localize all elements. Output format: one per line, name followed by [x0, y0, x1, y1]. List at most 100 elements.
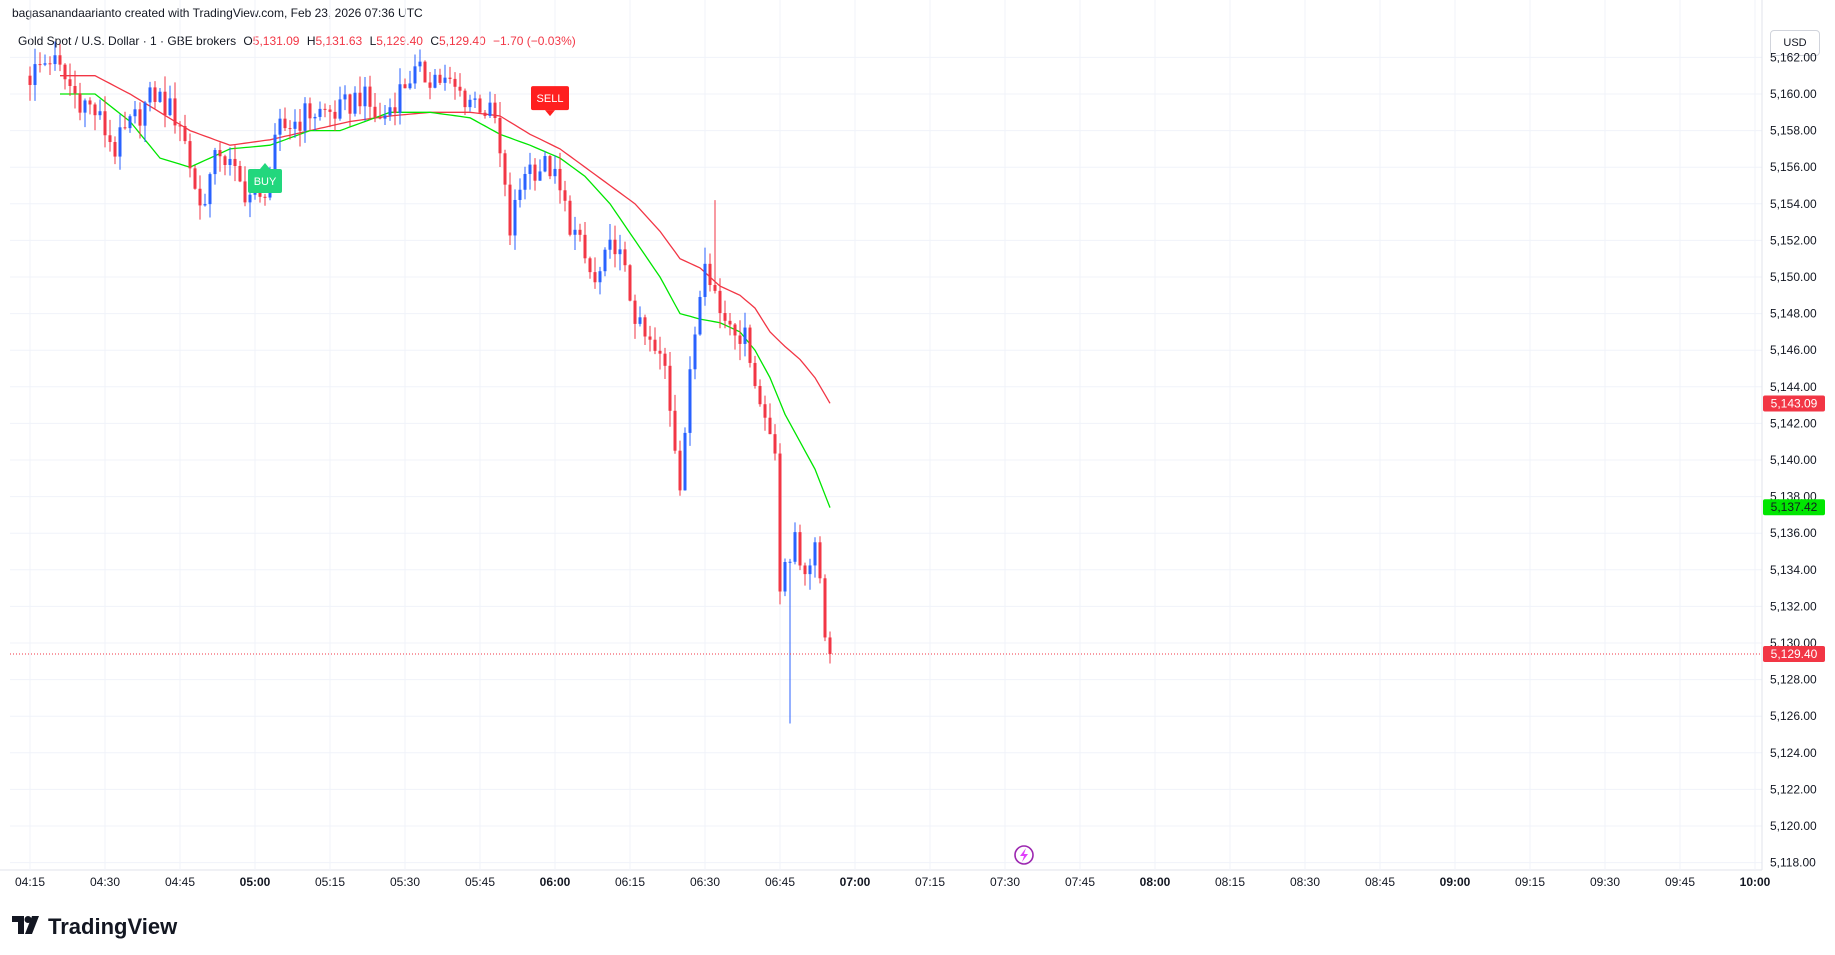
- price-tick-label: 5,122.00: [1770, 782, 1817, 796]
- candle-body: [243, 181, 247, 203]
- candle-body: [623, 249, 627, 266]
- price-tick-label: 5,120.00: [1770, 819, 1817, 833]
- candle-body: [193, 168, 197, 189]
- candle-body: [438, 74, 442, 83]
- price-tick-label: 5,152.00: [1770, 233, 1817, 247]
- price-axis-marker: [1763, 645, 1825, 662]
- time-tick-label: 05:00: [240, 875, 271, 889]
- price-axis-marker: [1763, 395, 1825, 412]
- price-axis[interactable]: 5,162.00 5,160.00 5,158.00 5,156.00 5,154.00…: [1763, 50, 1825, 870]
- candle-body: [223, 156, 227, 166]
- currency-button[interactable]: USD: [1770, 30, 1820, 56]
- candle-body: [233, 158, 237, 166]
- candle-body: [93, 104, 97, 116]
- candle-body: [493, 102, 497, 118]
- candle-body: [673, 410, 677, 451]
- symbol-name[interactable]: Gold Spot / U.S. Dollar · 1 · GBE broker…: [18, 34, 237, 48]
- candle-body: [563, 190, 567, 201]
- candle-body: [153, 87, 157, 102]
- candle-body: [278, 118, 282, 135]
- candle-body: [598, 271, 602, 283]
- candle-body: [348, 94, 352, 114]
- sell-signal: [531, 86, 569, 111]
- candle-body: [483, 112, 487, 116]
- candle-body: [668, 365, 672, 411]
- candle-body: [703, 263, 707, 297]
- trade-signals: BUY SELL: [248, 86, 569, 194]
- candle-body: [468, 99, 472, 108]
- buy-signal: [248, 169, 282, 194]
- candle-body: [583, 234, 587, 259]
- candle-body: [738, 335, 742, 344]
- candle-body: [368, 86, 372, 107]
- candle-body: [108, 135, 112, 143]
- candle-body: [538, 171, 542, 181]
- candle-body: [573, 229, 577, 235]
- candle-body: [708, 263, 712, 286]
- candle-body: [808, 565, 812, 575]
- time-axis[interactable]: 04:15 04:30 04:45 05:00 05:15 05:30 05:45 06:00…: [15, 875, 1771, 889]
- candle-body: [178, 125, 182, 127]
- candle-body: [648, 336, 652, 340]
- candle-body: [743, 327, 747, 344]
- candle-body: [318, 108, 322, 117]
- candle-body: [508, 184, 512, 236]
- candle-body: [498, 117, 502, 154]
- candle-body: [143, 102, 147, 126]
- high-value: 5,131.63: [315, 34, 363, 48]
- candle-body: [423, 61, 427, 83]
- candle-body: [158, 91, 162, 102]
- candle-body: [613, 239, 617, 255]
- candle-body: [88, 100, 92, 105]
- candle-body: [633, 300, 637, 324]
- candle-body: [478, 98, 482, 113]
- candle-body: [313, 116, 317, 119]
- time-tick-label: 08:30: [1290, 875, 1320, 889]
- candle-body: [293, 121, 297, 129]
- candle-body: [198, 188, 202, 206]
- time-tick-label: 05:45: [465, 875, 495, 889]
- candle-body: [763, 404, 767, 418]
- chart-grid: [0, 0, 1763, 871]
- candle-body: [303, 103, 307, 131]
- candle-body: [443, 77, 447, 83]
- candle-body: [453, 78, 457, 87]
- candle-body: [163, 91, 167, 116]
- candle-body: [58, 55, 62, 65]
- candle-body: [728, 320, 732, 325]
- candle-body: [38, 64, 42, 66]
- candle-body: [688, 369, 692, 433]
- candlesticks: [28, 41, 832, 724]
- candle-body: [503, 153, 507, 185]
- candle-body: [553, 168, 557, 177]
- candle-body: [353, 92, 357, 114]
- price-axis-marker: [1763, 499, 1825, 516]
- candle-body: [618, 249, 622, 255]
- lightning-icon[interactable]: [1014, 845, 1034, 865]
- candle-body: [213, 150, 217, 175]
- candle-body: [628, 265, 632, 301]
- candle-body: [593, 272, 597, 283]
- candle-body: [123, 127, 127, 129]
- price-tick-label: 5,158.00: [1770, 124, 1817, 138]
- candle-body: [768, 417, 772, 435]
- candle-body: [523, 173, 527, 190]
- candle-body: [63, 64, 67, 80]
- time-tick-label: 07:45: [1065, 875, 1095, 889]
- candle-body: [68, 79, 72, 86]
- tradingview-logo-icon: [12, 914, 42, 940]
- candle-body: [333, 111, 337, 119]
- candle-body: [773, 434, 777, 454]
- candle-body: [788, 561, 792, 563]
- candle-body: [248, 194, 252, 203]
- candle-body: [433, 74, 437, 88]
- price-tick-label: 5,126.00: [1770, 709, 1817, 723]
- candle-body: [723, 313, 727, 321]
- candle-body: [748, 327, 752, 363]
- time-tick-label: 05:30: [390, 875, 420, 889]
- moving-averages: [60, 75, 831, 508]
- time-tick-label: 10:00: [1740, 875, 1771, 889]
- candle-body: [513, 199, 517, 236]
- tradingview-logo[interactable]: TradingView: [12, 914, 177, 940]
